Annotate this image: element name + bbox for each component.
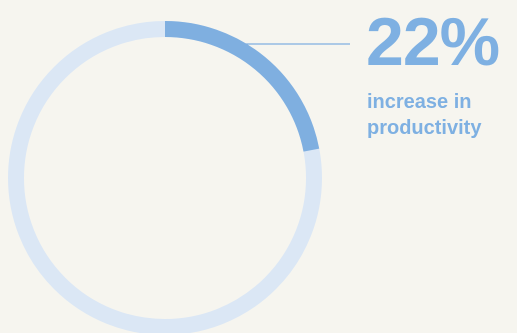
donut-value-arc [164, 21, 320, 152]
caption-line-1: increase in [367, 91, 472, 113]
stat-caption: increase in productivity [367, 89, 481, 141]
caption-line-2: productivity [367, 117, 482, 139]
percent-value: 22% [366, 4, 500, 80]
